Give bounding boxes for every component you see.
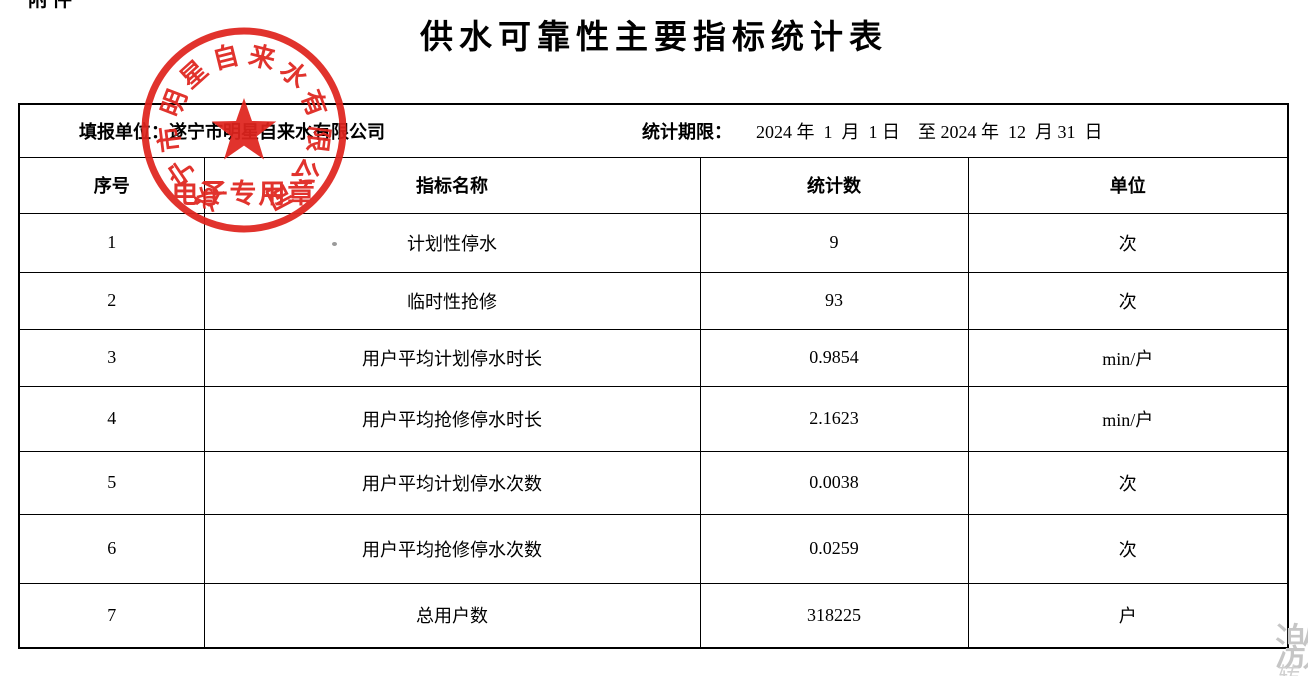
period-value: 2024 年 1 月 1 日 至 2024 年 12 月 31 日 [756, 121, 1103, 142]
cell-no: 2 [18, 271, 205, 330]
cell-unit: 户 [967, 582, 1289, 649]
table-row: 6 用户平均抢修停水次数 0.0259 次 [18, 513, 1289, 584]
table-row: 3 用户平均计划停水时长 0.9854 min/户 [18, 328, 1289, 387]
cell-value: 0.0038 [699, 450, 969, 515]
table-row: 4 用户平均抢修停水时长 2.1623 min/户 [18, 385, 1289, 452]
seal-ring [141, 27, 347, 233]
cell-unit: min/户 [967, 328, 1289, 387]
table-row: 5 用户平均计划停水次数 0.0038 次 [18, 450, 1289, 515]
table-header-row: 序号 指标名称 统计数 单位 [18, 156, 1289, 214]
cell-unit: min/户 [967, 385, 1289, 452]
svg-text:自: 自 [210, 40, 243, 76]
stamp-ink-dot [332, 242, 337, 246]
page-title: 供水可靠性主要指标统计表 [420, 17, 888, 56]
cell-name: 用户平均计划停水时长 [203, 328, 701, 387]
cell-no: 1 [18, 212, 205, 273]
statistic-period: 统计期限： 2024 年 1 月 1 日 至 2024 年 12 月 31 日 [642, 118, 1103, 144]
cell-no: 6 [18, 513, 205, 584]
cell-value: 93 [699, 271, 969, 330]
svg-text:限: 限 [301, 124, 334, 153]
cell-unit: 次 [967, 271, 1289, 330]
header-stat: 统计数 [699, 156, 969, 214]
cell-no: 7 [18, 582, 205, 649]
cell-unit: 次 [967, 212, 1289, 273]
svg-text:明: 明 [156, 86, 193, 121]
cell-name: 用户平均抢修停水次数 [203, 513, 701, 584]
watermark-small-fragment: 转到 [1278, 658, 1308, 676]
cell-no: 5 [18, 450, 205, 515]
cell-value: 2.1623 [699, 385, 969, 452]
cell-name: 临时性抢修 [203, 271, 701, 330]
svg-text:来: 来 [246, 40, 279, 76]
cell-no: 3 [18, 328, 205, 387]
cell-unit: 次 [967, 450, 1289, 515]
cell-name: 总用户数 [203, 582, 701, 649]
star-icon [211, 98, 277, 160]
table-row: 2 临时性抢修 93 次 [18, 271, 1289, 330]
table-row: 7 总用户数 318225 户 [18, 582, 1289, 649]
svg-text:水: 水 [274, 55, 314, 95]
seal-bottom-text: 电子专用章 [172, 178, 317, 210]
cell-name: 用户平均抢修停水时长 [203, 385, 701, 452]
cell-name: 用户平均计划停水次数 [203, 450, 701, 515]
cell-value: 9 [699, 212, 969, 273]
header-name: 指标名称 [203, 156, 701, 214]
cell-value: 318225 [699, 582, 969, 649]
period-label: 统计期限： [642, 121, 732, 142]
svg-text:有: 有 [294, 86, 331, 121]
cell-value: 0.9854 [699, 328, 969, 387]
indicator-table: 填报单位：遂宁市明星自来水有限公司 统计期限： 2024 年 1 月 1 日 至 … [18, 103, 1289, 649]
clipped-attachment-label: 附件 [28, 0, 76, 11]
svg-text:市: 市 [153, 124, 187, 154]
svg-text:星: 星 [175, 55, 214, 95]
header-unit: 单位 [967, 156, 1289, 214]
watermark-large-fragment: 激 [1274, 619, 1308, 676]
cell-value: 0.0259 [699, 513, 969, 584]
cell-unit: 次 [967, 513, 1289, 584]
company-seal-stamp: 遂 宁 市 明 星 自 来 水 有 限 公 司 电子专用章 [141, 27, 347, 233]
cell-no: 4 [18, 385, 205, 452]
